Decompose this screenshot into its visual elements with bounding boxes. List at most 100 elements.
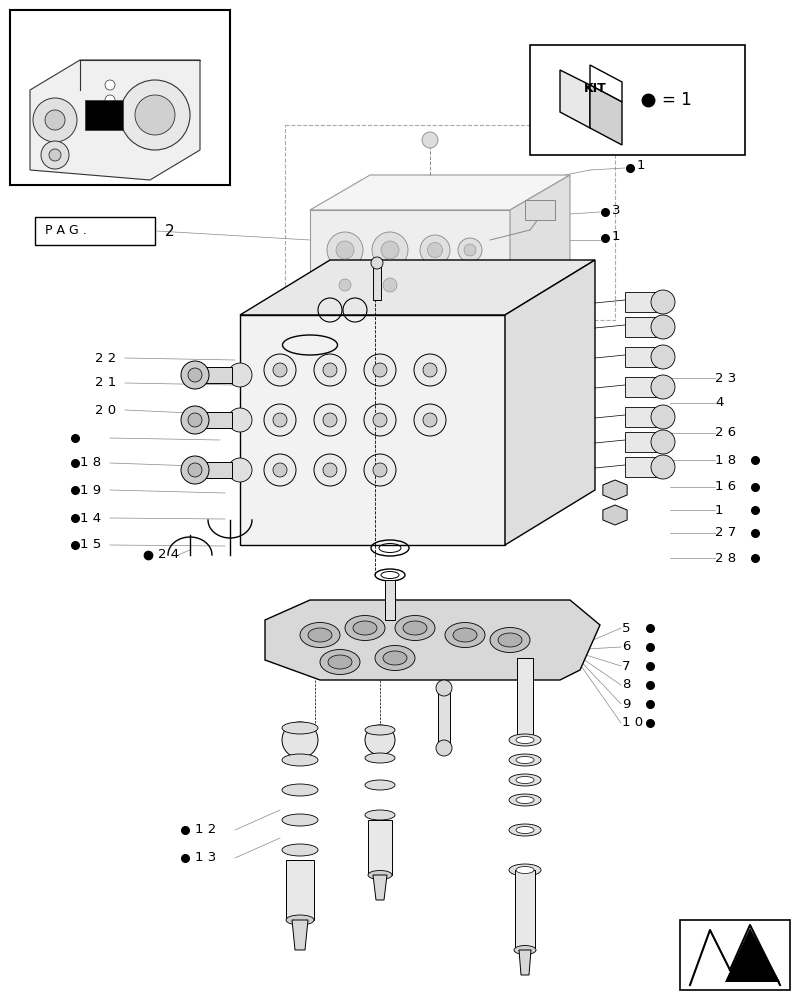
Text: 4: 4 (714, 396, 723, 410)
Ellipse shape (515, 756, 534, 764)
Circle shape (371, 232, 407, 268)
Text: 2 8: 2 8 (714, 552, 736, 564)
Polygon shape (372, 875, 387, 900)
Bar (384, 580, 394, 620)
Text: 2 1: 2 1 (95, 376, 116, 389)
Bar (437, 690, 449, 745)
Bar (530, 45, 744, 155)
Bar (624, 407, 659, 427)
Circle shape (423, 363, 436, 377)
Polygon shape (518, 950, 530, 975)
Circle shape (323, 463, 337, 477)
Circle shape (181, 361, 208, 389)
Bar (525, 200, 554, 220)
Ellipse shape (281, 814, 318, 826)
Bar (10, 10, 230, 185)
Ellipse shape (281, 844, 318, 856)
Circle shape (436, 680, 452, 696)
Ellipse shape (367, 870, 392, 879)
Circle shape (427, 242, 442, 257)
Text: 2 0: 2 0 (95, 403, 116, 416)
Polygon shape (30, 60, 200, 180)
Text: 1: 1 (636, 159, 645, 172)
Text: 1 9: 1 9 (80, 484, 101, 496)
Ellipse shape (281, 754, 318, 766)
Circle shape (365, 725, 394, 755)
Ellipse shape (365, 725, 394, 735)
Circle shape (314, 354, 345, 386)
Circle shape (383, 278, 397, 292)
Ellipse shape (394, 615, 435, 641)
Text: P A G .: P A G . (45, 225, 87, 237)
Polygon shape (200, 462, 232, 478)
Ellipse shape (444, 622, 484, 648)
Circle shape (414, 354, 445, 386)
Ellipse shape (515, 796, 534, 803)
Circle shape (650, 455, 674, 479)
Text: 2: 2 (165, 224, 174, 238)
Circle shape (264, 354, 296, 386)
Ellipse shape (320, 650, 359, 674)
Polygon shape (310, 210, 509, 305)
Circle shape (228, 458, 251, 482)
Polygon shape (240, 260, 594, 315)
Circle shape (650, 430, 674, 454)
Text: 2 7: 2 7 (714, 526, 736, 540)
Ellipse shape (515, 866, 534, 874)
Text: 2 4: 2 4 (158, 548, 179, 562)
Text: 1 8: 1 8 (80, 456, 101, 470)
Circle shape (363, 354, 396, 386)
Circle shape (181, 406, 208, 434)
Circle shape (264, 404, 296, 436)
Ellipse shape (281, 722, 318, 734)
Circle shape (228, 408, 251, 432)
Bar (285, 125, 614, 320)
Polygon shape (602, 480, 626, 500)
Bar (624, 377, 659, 397)
Circle shape (650, 375, 674, 399)
Circle shape (120, 80, 190, 150)
Circle shape (281, 722, 318, 758)
Text: 1: 1 (714, 504, 723, 516)
Ellipse shape (508, 824, 540, 836)
Circle shape (371, 257, 383, 269)
Ellipse shape (328, 655, 351, 669)
Bar (624, 432, 659, 452)
Ellipse shape (299, 622, 340, 648)
Text: 7: 7 (621, 660, 629, 672)
Ellipse shape (515, 776, 534, 783)
Polygon shape (200, 412, 232, 428)
Ellipse shape (489, 628, 530, 652)
Circle shape (375, 271, 404, 299)
Bar (85, 100, 122, 130)
Text: 1 0: 1 0 (621, 716, 642, 730)
Circle shape (650, 405, 674, 429)
Ellipse shape (353, 621, 376, 635)
Circle shape (419, 235, 449, 265)
Circle shape (323, 363, 337, 377)
Text: 8: 8 (621, 678, 629, 692)
Bar (517, 658, 532, 738)
Ellipse shape (497, 633, 521, 647)
Ellipse shape (508, 864, 540, 876)
Ellipse shape (375, 646, 414, 670)
Circle shape (314, 454, 345, 486)
Circle shape (650, 345, 674, 369)
Ellipse shape (515, 826, 534, 833)
Circle shape (314, 404, 345, 436)
Circle shape (363, 454, 396, 486)
Ellipse shape (453, 628, 476, 642)
Polygon shape (292, 920, 307, 950)
Circle shape (41, 141, 69, 169)
Text: 9: 9 (621, 698, 629, 710)
Circle shape (323, 413, 337, 427)
Ellipse shape (508, 754, 540, 766)
Text: 1 6: 1 6 (714, 481, 736, 493)
Ellipse shape (402, 621, 427, 635)
Circle shape (372, 413, 387, 427)
Ellipse shape (307, 628, 332, 642)
Circle shape (650, 315, 674, 339)
Circle shape (188, 463, 202, 477)
Text: 5: 5 (621, 621, 629, 635)
Polygon shape (560, 70, 590, 128)
